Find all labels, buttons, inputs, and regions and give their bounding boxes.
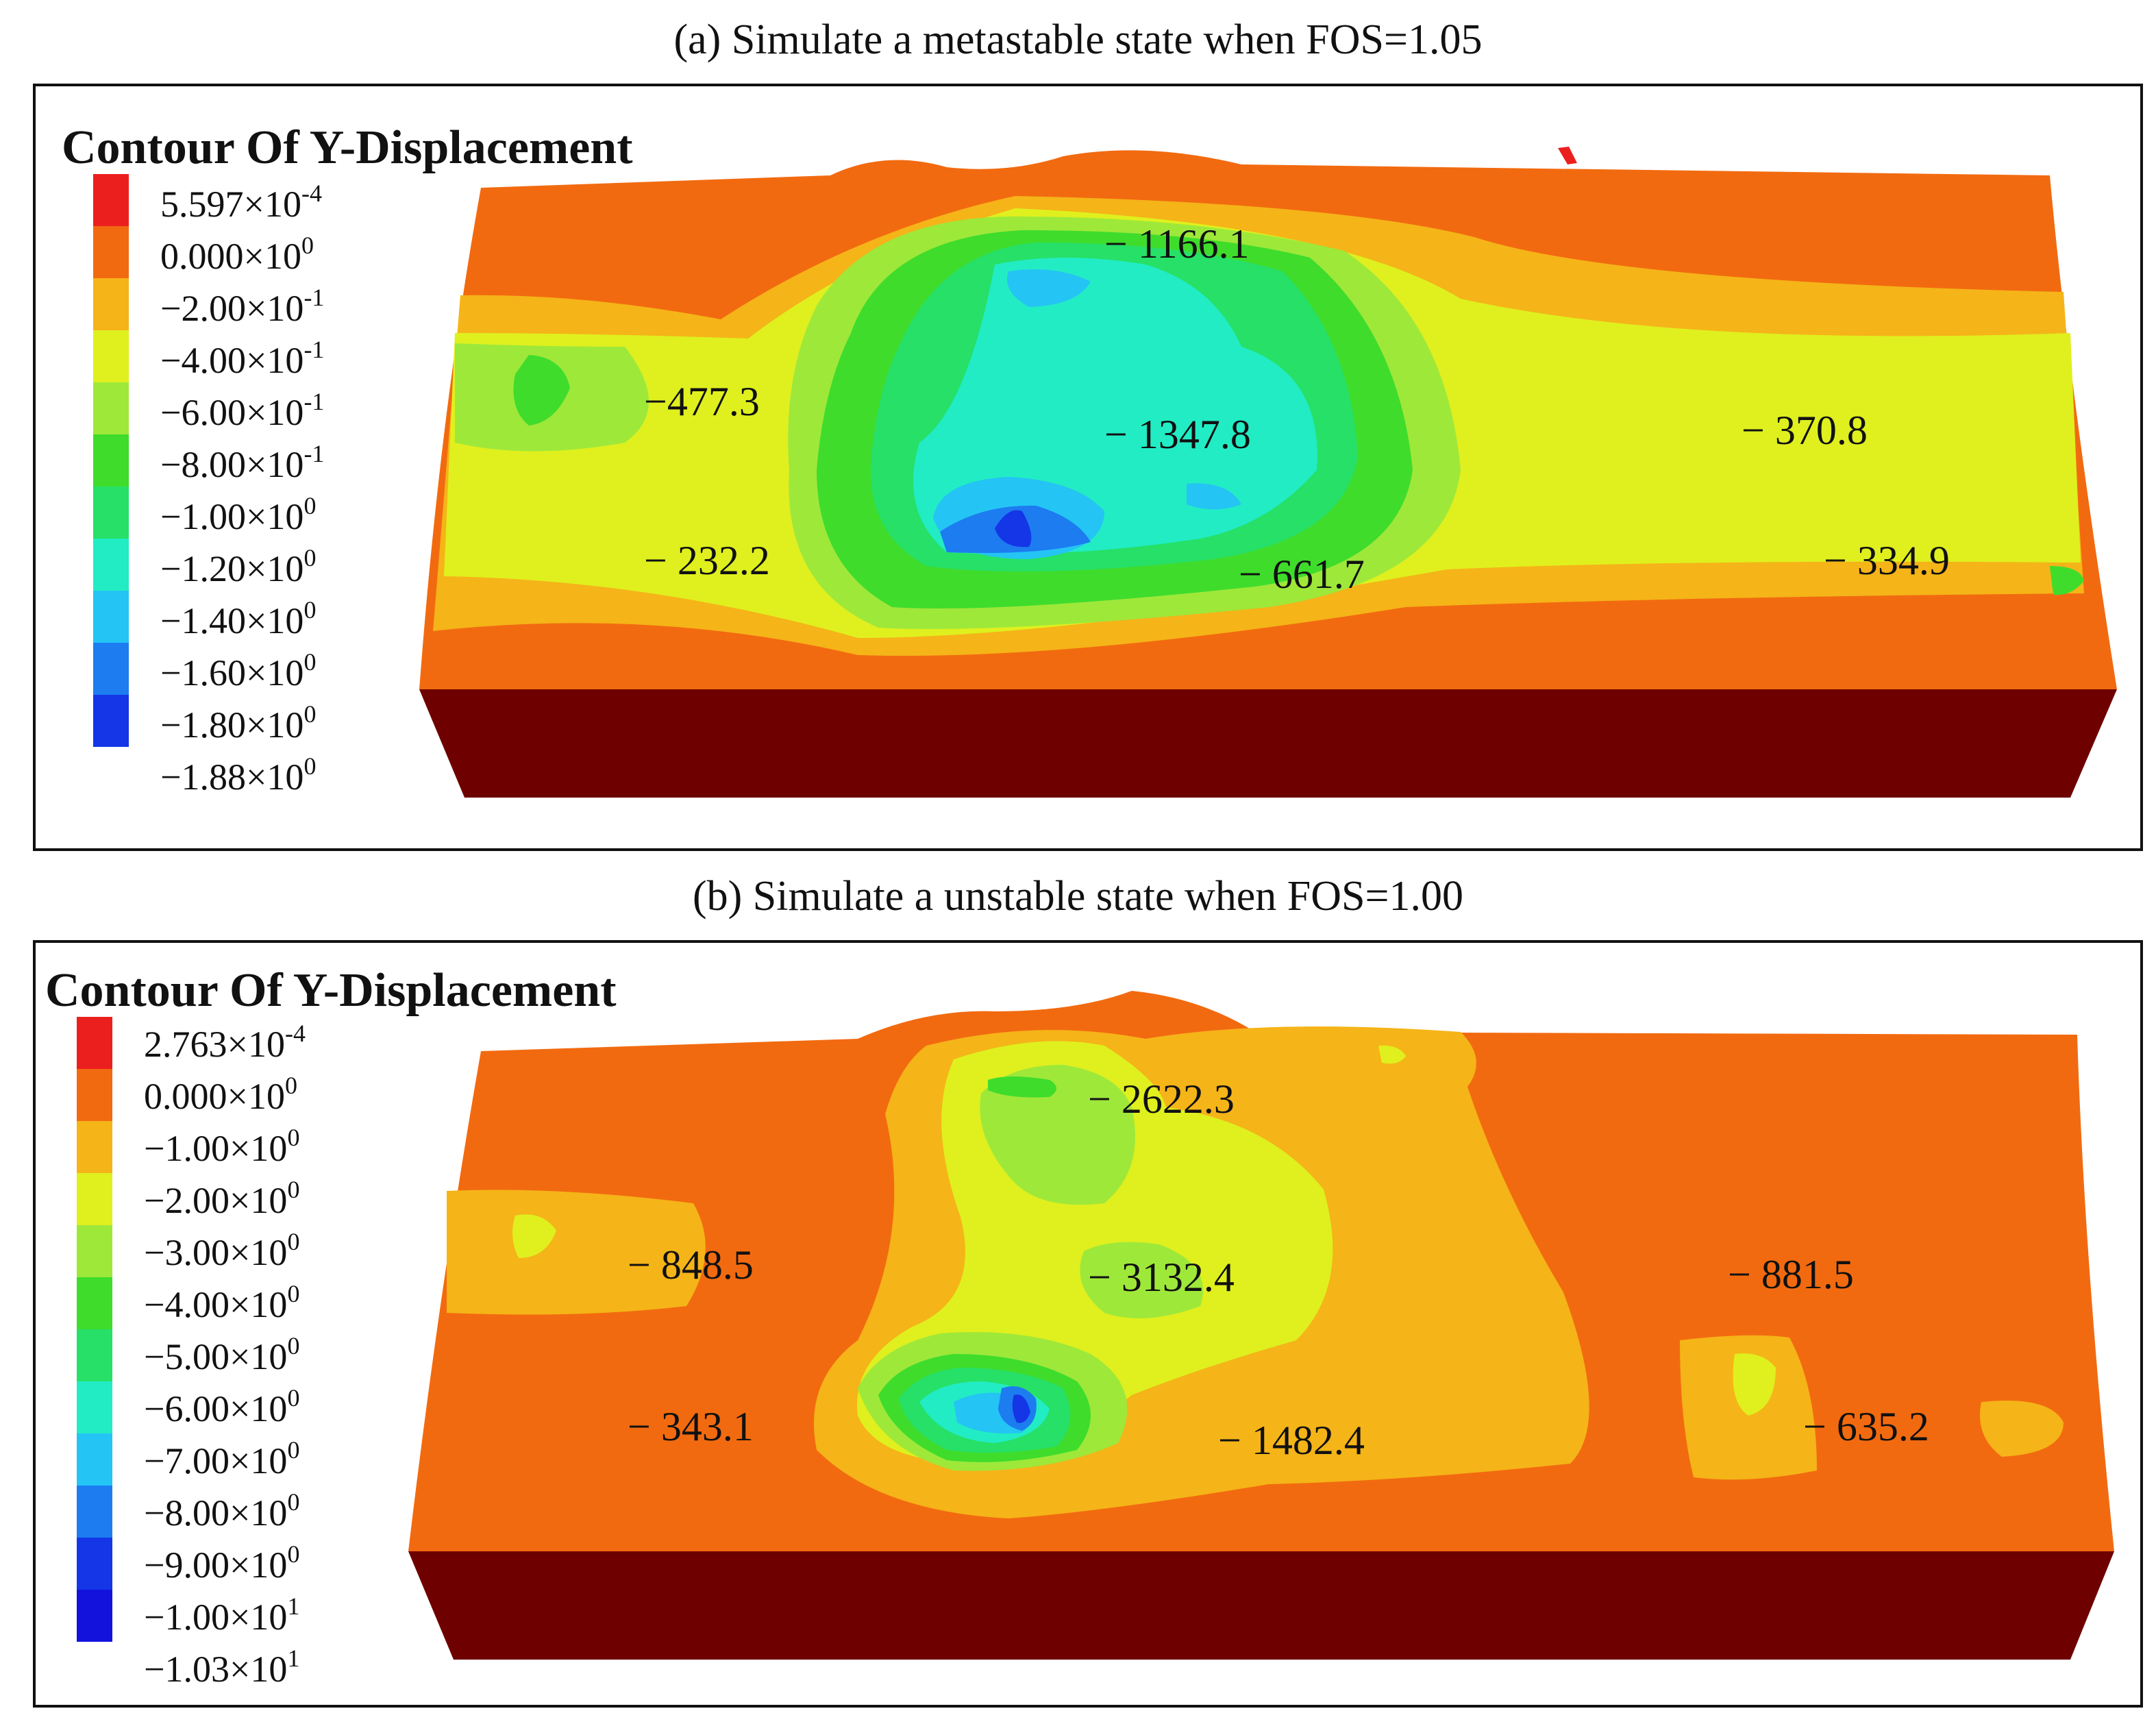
legend-label: 0.000×100 — [144, 1072, 297, 1117]
legend-label: −1.80×100 — [160, 700, 317, 746]
legend-label: −6.00×100 — [144, 1384, 300, 1429]
legend-swatch — [93, 695, 129, 747]
legend-swatch — [93, 591, 129, 643]
legend-label: 0.000×100 — [160, 232, 314, 277]
legend-title-b: Contour Of Y-Displacement — [45, 964, 617, 1017]
legend-label: −2.00×100 — [144, 1176, 300, 1221]
displacement-model-b: − 2622.3 − 848.5 − 3132.4 − 881.5 − 343.… — [408, 991, 2114, 1660]
legend-swatch — [93, 487, 129, 539]
legend-bar-a — [93, 174, 129, 747]
legend-label: −4.00×10-1 — [160, 336, 325, 381]
legend-label: −3.00×100 — [144, 1228, 300, 1273]
legend-swatch — [77, 1173, 112, 1225]
annotation-label: − 661.7 — [1239, 552, 1365, 597]
annotation-label: − 848.5 — [628, 1242, 754, 1288]
legend-swatch — [77, 1538, 112, 1590]
legend-swatch — [93, 278, 129, 330]
legend-swatch — [93, 539, 129, 591]
contour-band-deep-blue — [1012, 1394, 1030, 1423]
legend-swatch — [77, 1277, 112, 1329]
caption-a: (a) Simulate a metastable state when FOS… — [673, 16, 1483, 63]
legend-label: −1.03×101 — [144, 1645, 300, 1690]
legend-swatch — [93, 226, 129, 278]
annotation-label: − 232.2 — [644, 538, 770, 583]
legend-swatch — [77, 1069, 112, 1121]
annotation-label: − 635.2 — [1803, 1404, 1929, 1449]
legend-swatch — [77, 1486, 112, 1538]
legend-swatch — [77, 1017, 112, 1069]
contour-band-red — [1558, 147, 1577, 164]
legend-swatch — [93, 330, 129, 382]
legend-title-a: Contour Of Y-Displacement — [62, 121, 633, 174]
annotation-label: − 1166.1 — [1104, 221, 1250, 267]
legend-label: −4.00×100 — [144, 1280, 300, 1325]
legend-label: −8.00×100 — [144, 1488, 300, 1534]
model-base — [419, 689, 2117, 798]
annotation-label: − 881.5 — [1728, 1252, 1854, 1297]
legend-label: −9.00×100 — [144, 1540, 300, 1586]
legend-swatch — [77, 1590, 112, 1642]
legend-swatch — [93, 434, 129, 487]
legend-bar-b — [77, 1017, 112, 1642]
legend-label: −1.00×100 — [144, 1124, 300, 1169]
legend-label: 5.597×10-4 — [160, 180, 322, 225]
legend-label: −8.00×10-1 — [160, 440, 325, 485]
legend-label: −1.88×100 — [160, 752, 317, 798]
caption-b: (b) Simulate a unstable state when FOS=1… — [693, 873, 1463, 920]
legend-swatch — [77, 1225, 112, 1277]
legend-label: −5.00×100 — [144, 1332, 300, 1377]
legend-label: −1.20×100 — [160, 544, 317, 589]
contour-band-green — [878, 1076, 1091, 1462]
model-base — [408, 1551, 2114, 1660]
annotation-label: − 1347.8 — [1104, 412, 1251, 457]
annotation-label: − 343.1 — [628, 1404, 754, 1449]
legend-swatch — [93, 643, 129, 695]
panel-b: Contour Of Y-Displacement 2.763×10-4 0.0… — [33, 940, 2143, 1708]
legend-swatch — [93, 382, 129, 434]
legend-label: −1.00×101 — [144, 1592, 300, 1638]
legend-swatch — [93, 174, 129, 226]
legend-swatch — [77, 1121, 112, 1173]
annotation-label: − 1482.4 — [1218, 1418, 1365, 1463]
displacement-model-a: − 1166.1 −477.3 − 1347.8 − 370.8 − 232.2… — [419, 147, 2117, 798]
legend-swatch — [77, 1381, 112, 1433]
annotation-label: − 2622.3 — [1088, 1076, 1235, 1122]
annotation-label: − 334.9 — [1824, 538, 1950, 583]
legend-swatch — [77, 1329, 112, 1381]
contour-band-deep-blue — [995, 510, 1032, 547]
contour-band-light-blue — [933, 269, 1241, 559]
annotation-label: − 370.8 — [1742, 408, 1868, 453]
annotation-label: −477.3 — [644, 379, 760, 424]
legend-swatch — [77, 1433, 112, 1486]
panel-a: Contour Of Y-Displacement 5.597×10-4 0.0… — [33, 84, 2143, 851]
legend-label: −1.40×100 — [160, 596, 317, 641]
legend-label: 2.763×10-4 — [144, 1020, 306, 1065]
annotation-label: − 3132.4 — [1088, 1255, 1235, 1300]
legend-label: −2.00×10-1 — [160, 284, 325, 329]
legend-label: −6.00×10-1 — [160, 388, 325, 433]
legend-label: −1.60×100 — [160, 648, 317, 693]
legend-label: −1.00×100 — [160, 492, 317, 537]
legend-label: −7.00×100 — [144, 1436, 300, 1481]
